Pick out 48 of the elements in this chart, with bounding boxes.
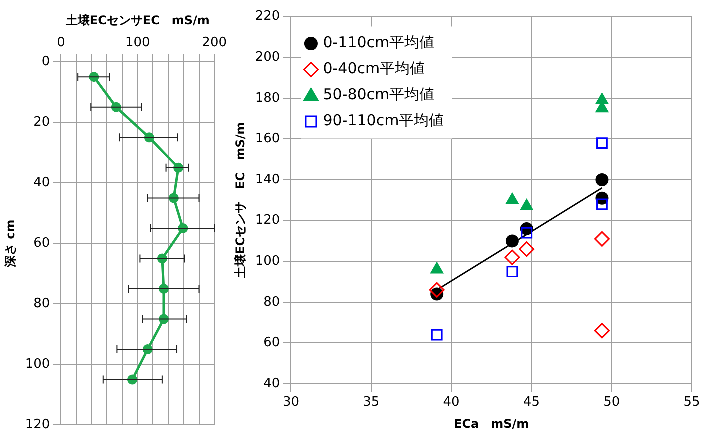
x-tick-label: 45 [523,395,540,410]
y-tick-label: 120 [255,213,280,228]
y-tick-label: 60 [34,236,50,251]
point [594,231,610,247]
point [521,227,533,239]
point [596,138,608,149]
x-tick-label: 35 [363,395,380,410]
point [594,323,610,339]
point [506,266,518,278]
point [504,250,520,266]
point [519,242,535,258]
y-axis-title: 土壌ECセンサ EC mS/m [233,122,248,280]
point [429,282,445,298]
y-tick-label: 200 [255,50,280,65]
x-tick-label: 50 [604,395,620,410]
y-axis-title: 深さ cm [3,220,18,268]
y-tick-label: 40 [34,175,50,190]
legend-label: 90-110cm平均値 [323,112,444,130]
y-tick-label: 220 [255,9,280,24]
point [596,198,608,210]
legend-label: 0-110cm平均値 [323,34,435,52]
point [520,199,534,211]
y-tick-label: 100 [25,357,50,372]
y-tick-label: 40 [264,376,280,392]
legend-label: 50-80cm平均値 [323,86,435,104]
y-tick-label: 60 [264,336,280,351]
y-tick-label: 120 [25,418,50,433]
legend-label: 0-40cm平均値 [323,60,426,78]
y-tick-label: 140 [255,172,280,188]
point [506,192,520,204]
x-tick-label: 30 [282,395,300,410]
point [431,329,443,341]
x-axis-title: 土壌ECセンサEC mS/m [64,13,210,28]
x-axis-title: ECa mS/m [454,416,530,431]
x-tick-label: 100 [125,36,150,51]
y-tick-label: 160 [255,132,280,147]
y-tick-label: 20 [34,114,50,130]
x-tick-label: 40 [443,395,460,410]
y-tick-label: 100 [255,254,280,269]
point [596,174,609,186]
x-tick-label: 55 [684,395,700,410]
x-tick-label: 200 [202,36,228,51]
y-tick-label: 180 [255,90,280,106]
y-tick-label: 80 [34,296,50,312]
x-tick-label: 0 [57,36,66,51]
point [506,234,519,248]
y-tick-label: 80 [264,294,280,310]
y-tick-label: 0 [42,54,50,70]
